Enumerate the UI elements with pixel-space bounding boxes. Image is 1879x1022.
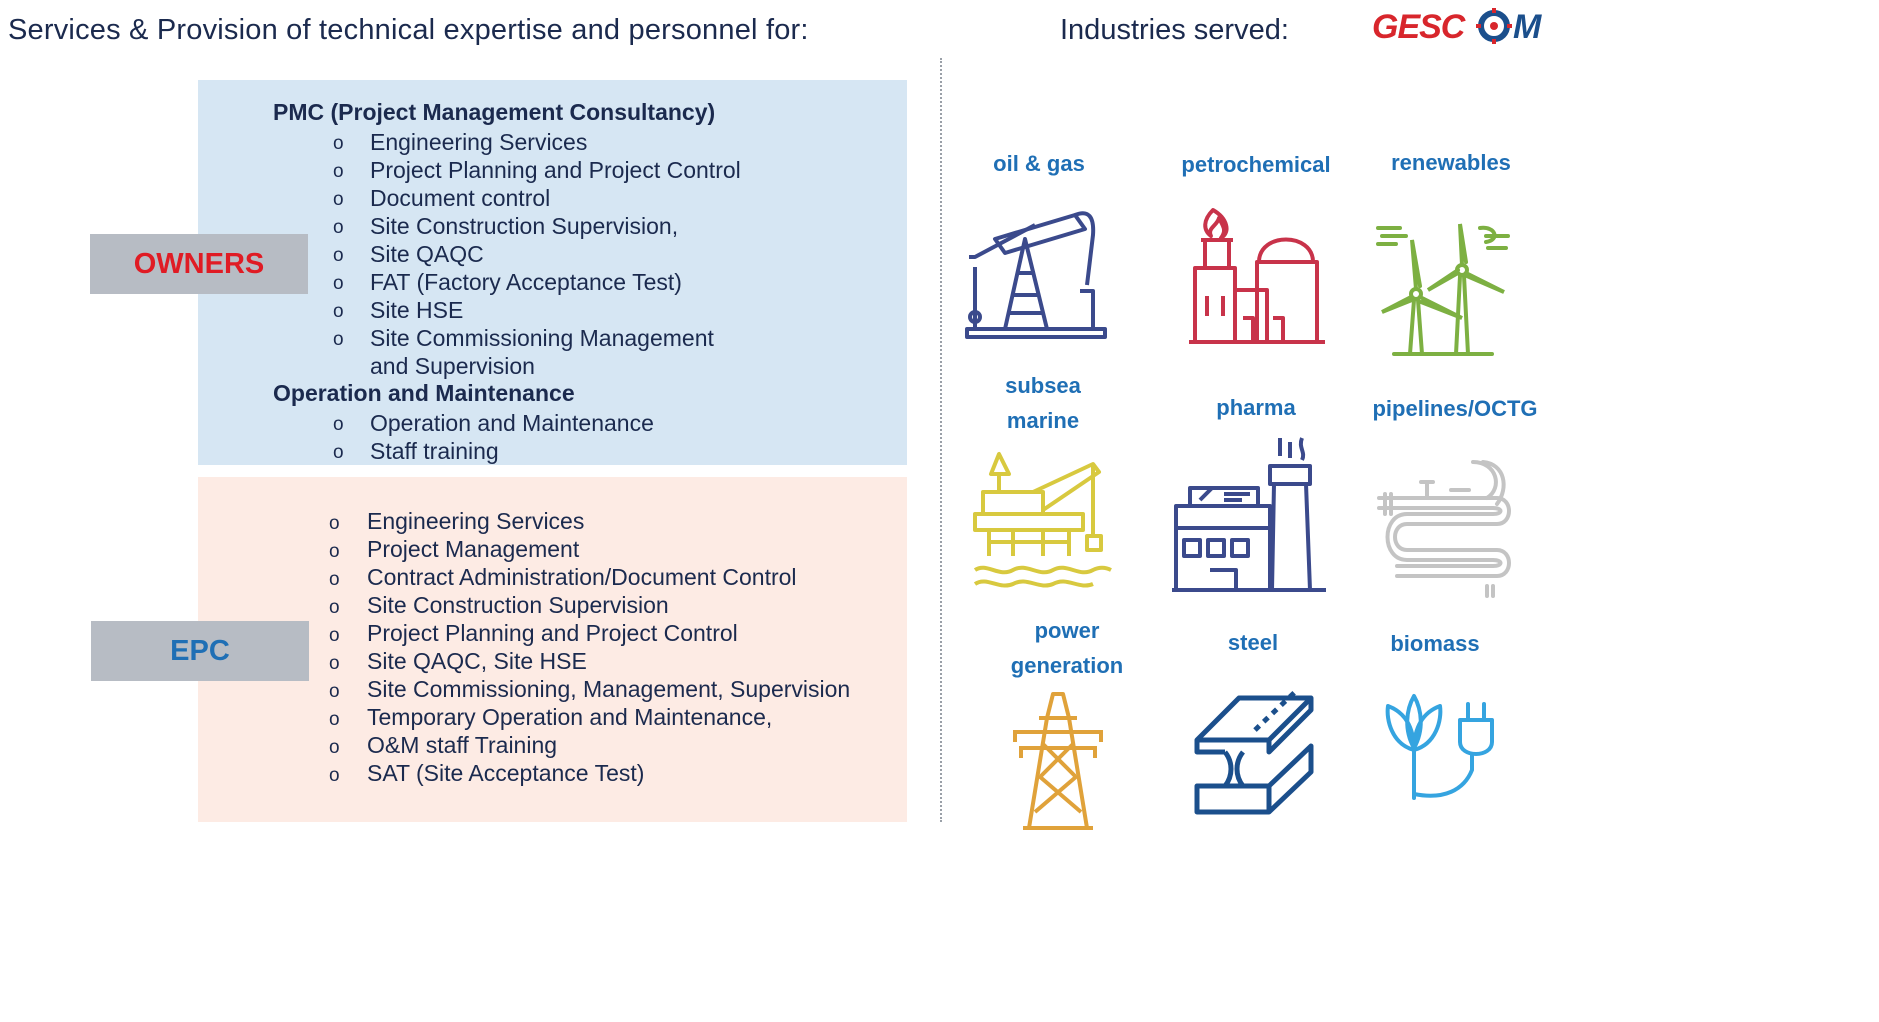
list-bullet: o xyxy=(333,217,344,238)
epc-tag: EPC xyxy=(91,621,309,681)
list-item: Engineering Services xyxy=(370,129,588,155)
column-divider xyxy=(940,58,942,822)
list-item: Staff training xyxy=(370,438,499,464)
list-item: Engineering Services xyxy=(367,508,585,534)
list-bullet: o xyxy=(329,569,340,590)
industry-label-biomass: biomass xyxy=(1390,631,1480,656)
wind-turbines-icon xyxy=(1376,220,1510,356)
list-item: Project Management xyxy=(367,536,580,562)
industry-label-petrochemical: petrochemical xyxy=(1181,152,1331,177)
list-item-continuation: and Supervision xyxy=(370,353,535,379)
list-bullet: o xyxy=(333,273,344,294)
list-bullet: o xyxy=(333,329,344,350)
svg-text:M: M xyxy=(1513,8,1542,46)
pmc-heading: PMC (Project Management Consultancy) xyxy=(273,99,716,125)
gescom-logo: GESC M xyxy=(1372,4,1560,46)
offshore-platform-icon xyxy=(973,452,1113,588)
list-item: Site QAQC, Site HSE xyxy=(367,648,587,674)
list-item: Contract Administration/Document Control xyxy=(367,564,797,590)
list-bullet: o xyxy=(329,625,340,646)
industry-label-pipelines: pipelines/OCTG xyxy=(1372,396,1538,421)
list-item: O&M staff Training xyxy=(367,732,558,758)
list-item: FAT (Factory Acceptance Test) xyxy=(370,269,682,295)
industry-label-pharma: pharma xyxy=(1216,395,1296,420)
owners-tag: OWNERS xyxy=(90,234,308,294)
steel-beam-icon xyxy=(1194,690,1314,815)
pharma-factory-icon xyxy=(1170,436,1328,592)
list-item: Temporary Operation and Maintenance, xyxy=(367,704,773,730)
list-bullet: o xyxy=(329,597,340,618)
industries-title: Industries served: xyxy=(1060,14,1289,46)
list-bullet: o xyxy=(329,737,340,758)
svg-text:GESC: GESC xyxy=(1372,8,1466,46)
list-bullet: o xyxy=(329,513,340,534)
list-bullet: o xyxy=(333,245,344,266)
list-bullet: o xyxy=(329,541,340,562)
list-bullet: o xyxy=(333,161,344,182)
industry-label-steel: steel xyxy=(1227,630,1279,655)
list-item: Project Planning and Project Control xyxy=(367,620,738,646)
list-item: Project Planning and Project Control xyxy=(370,157,741,183)
om-heading: Operation and Maintenance xyxy=(273,380,575,406)
epc-services-box xyxy=(198,477,907,822)
list-bullet: o xyxy=(333,414,344,435)
list-bullet: o xyxy=(333,442,344,463)
list-item: Site HSE xyxy=(370,297,464,323)
pipelines-icon xyxy=(1377,458,1515,598)
list-bullet: o xyxy=(329,765,340,786)
petrochemical-plant-icon xyxy=(1187,206,1327,346)
list-item: Operation and Maintenance xyxy=(370,410,654,436)
services-title: Services & Provision of technical expert… xyxy=(8,14,809,46)
list-item: Site Commissioning, Management, Supervis… xyxy=(367,676,851,702)
list-bullet: o xyxy=(333,189,344,210)
list-bullet: o xyxy=(333,301,344,322)
industry-label-power-generation: power generation xyxy=(1010,618,1124,678)
power-pylon-icon xyxy=(1009,692,1107,832)
oil-pump-icon xyxy=(965,195,1107,341)
list-bullet: o xyxy=(329,709,340,730)
biomass-plug-icon xyxy=(1384,690,1500,802)
list-item: Site Commissioning Management xyxy=(370,325,714,351)
list-bullet: o xyxy=(333,133,344,154)
industry-label-renewables: renewables xyxy=(1391,150,1511,175)
industry-label-oil-gas: oil & gas xyxy=(993,151,1085,176)
list-item: SAT (Site Acceptance Test) xyxy=(367,760,645,786)
list-item: Site Construction Supervision xyxy=(367,592,669,618)
list-bullet: o xyxy=(329,681,340,702)
list-bullet: o xyxy=(329,653,340,674)
list-item: Site Construction Supervision, xyxy=(370,213,679,239)
list-item: Document control xyxy=(370,185,551,211)
list-item: Site QAQC xyxy=(370,241,484,267)
industry-label-subsea-marine: subsea marine xyxy=(1005,373,1081,433)
owners-services-box xyxy=(198,80,907,465)
